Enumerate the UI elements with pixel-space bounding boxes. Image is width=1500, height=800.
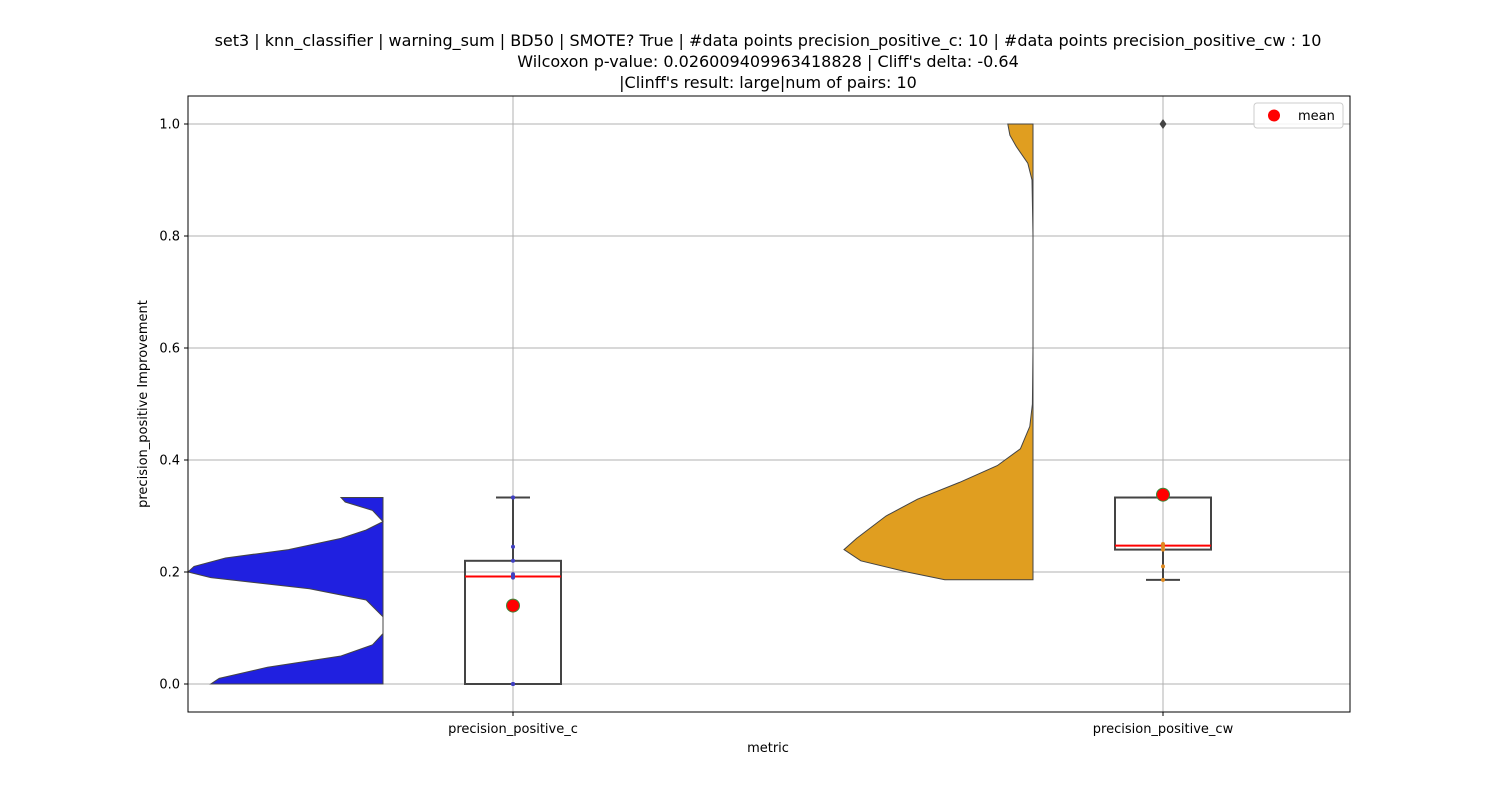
data-point [1161, 544, 1165, 549]
legend: mean [1253, 102, 1344, 129]
legend-mean-label: mean [1298, 109, 1335, 124]
data-point [1161, 547, 1165, 552]
y-tick-label: 0.2 [159, 566, 180, 581]
data-point [511, 682, 515, 686]
mean-marker [506, 598, 520, 613]
y-tick-label: 0.0 [159, 678, 180, 693]
data-point [1161, 577, 1165, 582]
legend-frame [1253, 102, 1344, 129]
data-point [511, 558, 515, 563]
outlier-point [1159, 119, 1167, 129]
y-tick-label: 0.6 [159, 342, 180, 357]
violin-1 [186, 497, 384, 685]
mean-marker [1156, 487, 1170, 502]
gridlines [188, 96, 1350, 712]
data-point [511, 572, 515, 577]
legend-mean-marker [1268, 109, 1280, 122]
y-tick-label: 0.4 [159, 454, 180, 469]
violin-2 [843, 123, 1034, 581]
y-tick-label: 0.8 [159, 230, 180, 245]
x-axis-label: metric [747, 741, 789, 756]
x-tick-label: precision_positive_c [448, 722, 578, 737]
boxplots [464, 119, 1212, 686]
data-point [511, 495, 515, 500]
title-line-3: |Clinff's result: large|num of pairs: 10 [619, 73, 917, 92]
x-tick-label: precision_positive_cw [1093, 722, 1234, 737]
chart-title: set3 | knn_classifier | warning_sum | BD… [215, 31, 1322, 92]
data-point [511, 544, 515, 549]
title-line-1: set3 | knn_classifier | warning_sum | BD… [215, 31, 1322, 51]
plot-area-frame [187, 95, 1351, 713]
title-line-2: Wilcoxon p-value: 0.026009409963418828 |… [517, 52, 1019, 71]
x-axis-ticks: precision_positive_c precision_positive_c… [448, 712, 1234, 737]
y-axis-ticks: 0.0 0.2 0.4 0.6 0.8 1.0 [159, 118, 188, 693]
violins [186, 123, 1034, 685]
data-point [1161, 542, 1165, 546]
y-tick-label: 1.0 [159, 118, 180, 133]
y-axis-label: precision_positive Improvement [136, 300, 151, 508]
data-point [1161, 564, 1165, 569]
